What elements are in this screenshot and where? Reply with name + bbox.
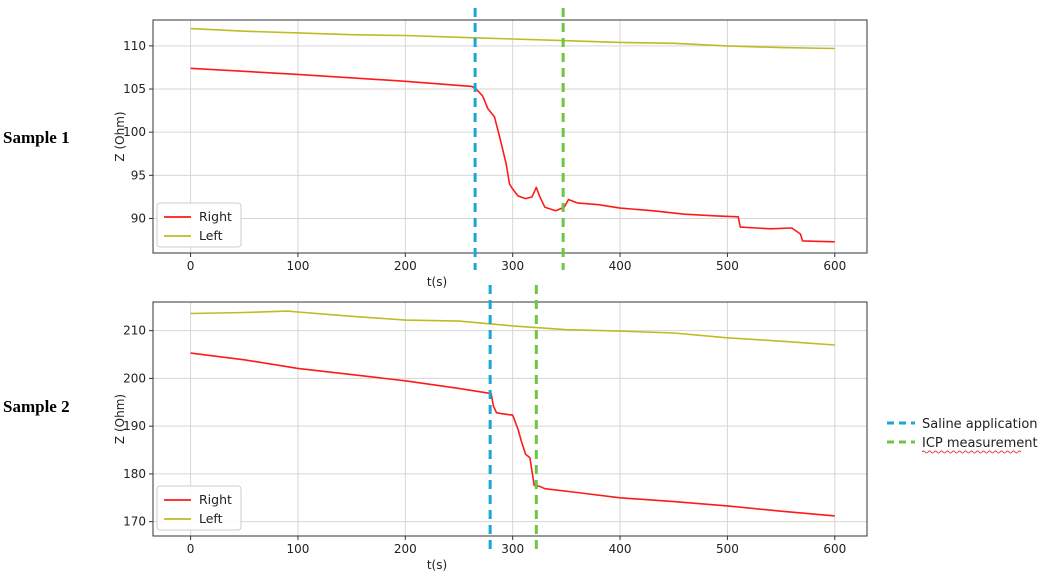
sample-1-label: Sample 1 xyxy=(3,128,70,147)
plot-frame xyxy=(152,19,868,254)
y-tick-label: 200 xyxy=(123,371,146,385)
plot-frame xyxy=(152,301,868,537)
x-tick-label: 300 xyxy=(501,542,524,556)
legend-left-label: Left xyxy=(199,511,223,526)
legend-left-label: Left xyxy=(199,228,223,243)
legend-saline-label: Saline application xyxy=(922,417,1038,432)
event-lines xyxy=(473,8,565,549)
external-legend: Saline application ICP measurement xyxy=(887,417,1038,454)
x-tick-label: 600 xyxy=(823,542,846,556)
x-tick-label: 300 xyxy=(501,259,524,273)
x-tick-label: 200 xyxy=(394,542,417,556)
x-tick-label: 600 xyxy=(823,259,846,273)
x-tick-label: 400 xyxy=(609,259,632,273)
chart-sample-2: 0 100 200 300 400 500 600 170 180 190 200 210 t(s) Z … xyxy=(113,301,868,572)
series-left-line xyxy=(190,27,835,50)
x-tick-label: 100 xyxy=(286,259,309,273)
y-tick-label: 105 xyxy=(123,82,146,96)
y-tick-label: 100 xyxy=(123,125,146,139)
sample-2-label: Sample 2 xyxy=(3,397,70,416)
x-tick-label: 0 xyxy=(187,542,195,556)
spellcheck-underline xyxy=(921,450,1022,454)
x-tick-label: 100 xyxy=(286,542,309,556)
y-tick-label: 90 xyxy=(131,211,146,225)
legend-icp-label: ICP measurement xyxy=(922,436,1038,451)
x-axis-label: t(s) xyxy=(427,558,447,572)
legend-right-label: Right xyxy=(199,209,232,224)
legend-right-label: Right xyxy=(199,492,232,507)
series-right-line xyxy=(190,67,835,243)
x-tick-label: 0 xyxy=(187,259,195,273)
x-tick-label: 200 xyxy=(394,259,417,273)
y-tick-label: 210 xyxy=(123,324,146,338)
x-tick-label: 500 xyxy=(716,259,739,273)
x-axis-label: t(s) xyxy=(427,275,447,289)
y-tick-label: 95 xyxy=(131,168,146,182)
y-tick-label: 170 xyxy=(123,515,146,529)
series-left-line xyxy=(190,310,835,346)
x-tick-label: 500 xyxy=(716,542,739,556)
y-tick-label: 180 xyxy=(123,467,146,481)
y-axis-label: Z (Ohm) xyxy=(113,111,127,161)
y-tick-label: 190 xyxy=(123,419,146,433)
chart-sample-1: 0 100 200 300 400 500 600 90 95 100 105 110 t(s) Z (O… xyxy=(113,19,868,289)
series-right-line xyxy=(190,352,835,517)
y-axis-label: Z (Ohm) xyxy=(113,394,127,444)
x-tick-label: 400 xyxy=(609,542,632,556)
y-tick-label: 110 xyxy=(123,39,146,53)
